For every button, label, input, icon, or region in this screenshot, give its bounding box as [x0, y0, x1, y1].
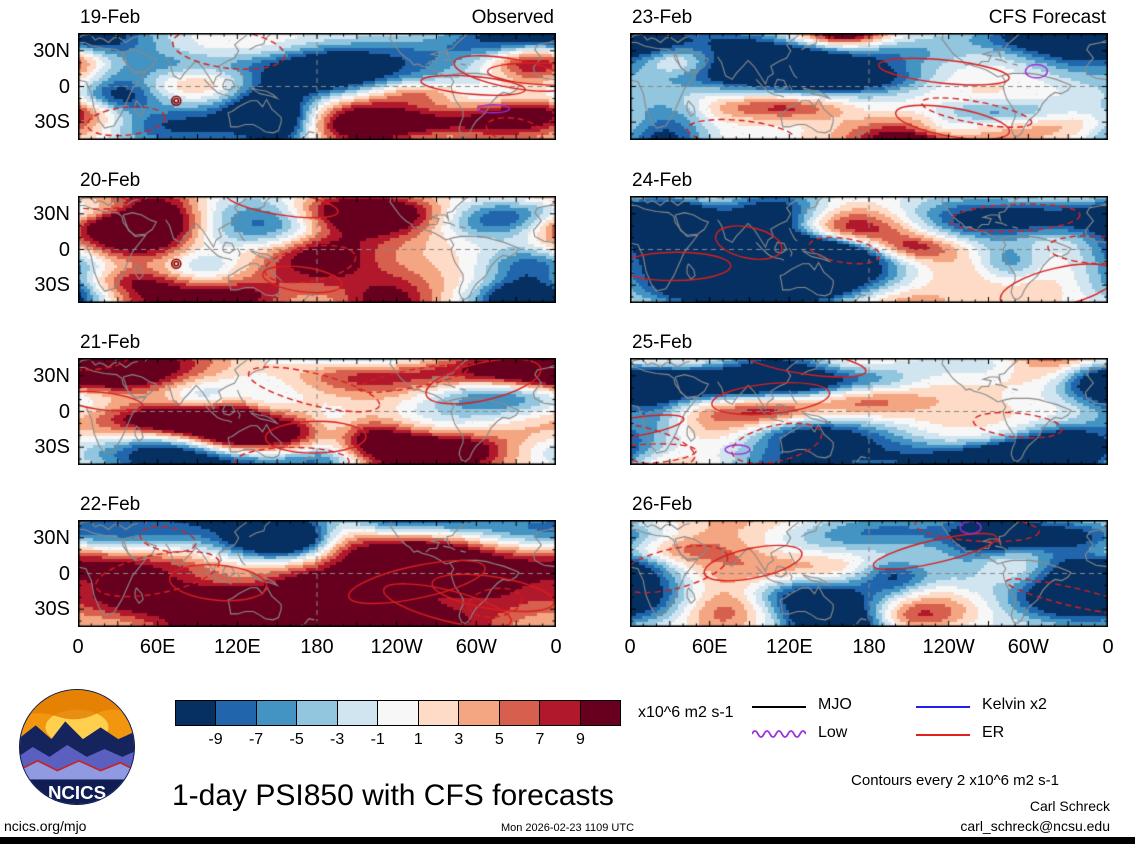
colorbar: [175, 700, 621, 726]
figure-title: 1-day PSI850 with CFS forecasts: [172, 779, 614, 812]
colorbar-tick-label: 3: [454, 731, 464, 748]
panel-date-label: 21-Feb: [80, 332, 141, 353]
colorbar-segment: [255, 701, 297, 725]
y-tick-label: 30S: [34, 436, 70, 459]
map-panel-26-feb: 26-Feb: [630, 494, 1108, 627]
anomaly-map-canvas: [630, 358, 1108, 465]
colorbar-units: x10^6 m2 s-1: [638, 704, 734, 721]
anomaly-map-canvas: [78, 358, 556, 465]
colorbar-segment: [296, 701, 337, 725]
colorbar-segment: [377, 701, 418, 725]
ncics-logo: NCICS: [18, 688, 136, 806]
x-tick-label: 0: [72, 636, 84, 658]
author-credit: Carl Schreck: [1029, 798, 1110, 814]
y-tick-label: 0: [58, 75, 70, 98]
panel-date-label: 22-Feb: [80, 494, 141, 515]
legend-label-low: Low: [818, 724, 848, 741]
colorbar-tick-label: 7: [535, 731, 545, 748]
colorbar-tick-label: -7: [248, 731, 264, 748]
anomaly-map-canvas: [630, 520, 1108, 627]
colorbar-segment: [539, 701, 580, 725]
x-tick-label: 0: [550, 636, 562, 658]
anomaly-map-canvas: [78, 520, 556, 627]
colorbar-segment: [176, 701, 216, 725]
y-tick-label: 30N: [33, 364, 70, 387]
legend-label-kelvin-x2: Kelvin x2: [982, 696, 1047, 713]
map-panel-23-feb: 23-Feb CFS Forecast: [630, 7, 1108, 140]
logo-text: NCICS: [48, 782, 106, 803]
x-tick-label: 120E: [765, 636, 813, 658]
y-tick-label: 30N: [33, 202, 70, 225]
x-tick-label: 180: [300, 636, 334, 658]
map-panel-22-feb: 22-Feb: [78, 494, 556, 627]
panel-date-label: 24-Feb: [632, 170, 693, 191]
panel-date-label: 25-Feb: [632, 332, 693, 353]
colorbar-segment: [498, 701, 540, 725]
panel-date-label: 23-Feb: [632, 7, 693, 28]
y-tick-label: 30N: [33, 526, 70, 549]
legend-line-kelvin-x2: [916, 706, 970, 708]
legend-line-er: [916, 734, 970, 736]
anomaly-map-canvas: [78, 33, 556, 140]
colorbar-tick-label: 1: [413, 731, 423, 748]
colorbar-tick-label: -3: [330, 731, 345, 748]
panel-date-label: 20-Feb: [80, 170, 141, 191]
colorbar-segment: [458, 701, 499, 725]
map-panel-21-feb: 21-Feb: [78, 332, 556, 465]
legend-line-mjo: [752, 706, 806, 708]
colorbar-segment: [336, 701, 378, 725]
y-tick-label: 30S: [34, 598, 70, 621]
colorbar-tick-label: -9: [208, 731, 223, 748]
legend-label-mjo: MJO: [818, 696, 852, 713]
x-tick-label: 60E: [139, 636, 176, 658]
x-tick-label: 60W: [1007, 636, 1049, 658]
cfs-forecast-header: CFS Forecast: [988, 7, 1106, 28]
x-tick-label: 120W: [370, 636, 423, 658]
y-tick-label: 0: [58, 562, 70, 585]
anomaly-map-canvas: [630, 33, 1108, 140]
x-tick-label: 0: [624, 636, 636, 658]
map-panel-24-feb: 24-Feb: [630, 170, 1108, 303]
y-tick-label: 0: [58, 238, 70, 261]
x-tick-label: 120W: [922, 636, 975, 658]
legend-label-er: ER: [982, 724, 1005, 741]
panel-date-label: 26-Feb: [632, 494, 693, 515]
site-url: ncics.org/mjo: [4, 818, 87, 834]
map-panel-19-feb: 19-Feb Observed: [78, 7, 556, 140]
x-tick-label: 120E: [213, 636, 261, 658]
y-tick-label: 30N: [33, 39, 70, 62]
x-tick-label: 0: [1102, 636, 1114, 658]
author-email: carl_schreck@ncsu.edu: [960, 818, 1110, 834]
colorbar-tick-label: -5: [289, 731, 304, 748]
x-tick-label: 60E: [691, 636, 728, 658]
contour-note: Contours every 2 x10^6 m2 s-1: [851, 772, 1059, 789]
map-panel-20-feb: 20-Feb: [78, 170, 556, 303]
bottom-bar: [0, 837, 1135, 844]
colorbar-tick-label: 9: [576, 731, 585, 748]
panel-date-label: 19-Feb: [80, 7, 141, 28]
map-panel-25-feb: 25-Feb: [630, 332, 1108, 465]
colorbar-segment: [215, 701, 256, 725]
logo-red-ridge: [19, 759, 135, 772]
y-tick-label: 30S: [34, 274, 70, 297]
y-tick-label: 0: [58, 400, 70, 423]
colorbar-segment: [579, 701, 620, 725]
legend-line-path: [752, 730, 806, 738]
anomaly-map-canvas: [630, 196, 1108, 303]
colorbar-tick-label: 5: [494, 731, 504, 748]
x-tick-label: 60W: [455, 636, 497, 658]
observed-header: Observed: [471, 7, 554, 28]
x-tick-label: 180: [852, 636, 886, 658]
legend-line-low: [752, 730, 806, 738]
generation-timestamp: Mon 2026-02-23 1109 UTC: [500, 822, 635, 834]
colorbar-tick-label: -1: [370, 731, 385, 748]
anomaly-map-canvas: [78, 196, 556, 303]
y-tick-label: 30S: [34, 111, 70, 134]
colorbar-segment: [417, 701, 459, 725]
